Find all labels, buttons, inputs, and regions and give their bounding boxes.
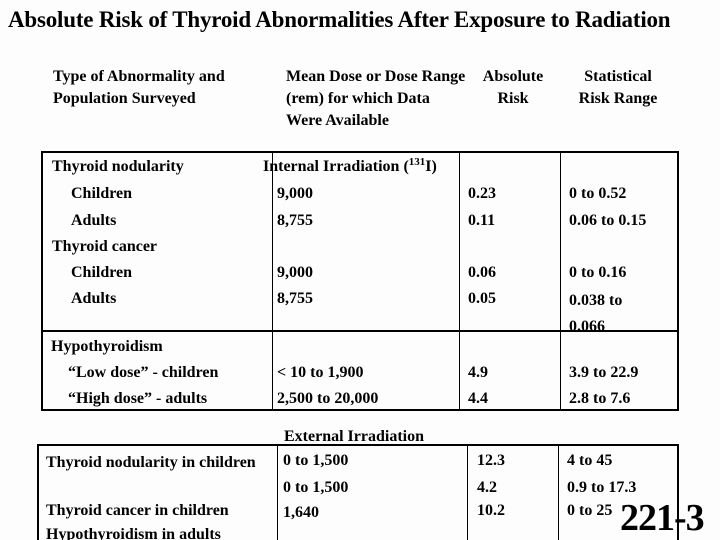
page-title: Absolute Risk of Thyroid Abnormalities A… (8, 7, 671, 32)
cell-dose: 9,000 (277, 264, 313, 281)
external-irradiation-heading: External Irradiation (284, 428, 424, 445)
row-label: Thyroid cancer in children (46, 502, 229, 519)
row-label: Thyroid nodularity (52, 158, 184, 175)
row-label: Adults (71, 290, 117, 307)
cell-risk: 4.4 (468, 390, 488, 407)
slide-page-number: 221-3 (620, 497, 705, 539)
internal-table-border (41, 151, 679, 411)
row-label: Hypothyroidism in adults (46, 526, 221, 540)
row-label: “High dose” - adults (68, 390, 208, 407)
internal-table-section-divider (41, 330, 679, 332)
cell-risk: 0.05 (468, 290, 496, 307)
column-header-statistical-risk-range: Statistical Risk Range (578, 68, 658, 107)
row-label: Children (71, 264, 133, 281)
internal-table-divider-2 (459, 151, 460, 411)
cell-dose: < 10 to 1,900 (277, 364, 364, 381)
cell-risk: 0.06 (468, 264, 496, 281)
internal-heading-suffix: I) (425, 158, 437, 175)
internal-irradiation-heading: Internal Irradiation (131I) (263, 156, 437, 179)
cell-risk: 4.2 (477, 479, 497, 496)
column-header-dose: Mean Dose or Dose Range (rem) for which … (286, 68, 466, 129)
column-header-absolute-risk: Absolute Risk (482, 68, 544, 107)
cell-range: 4 to 45 (567, 452, 613, 469)
cell-dose: 0 to 1,500 (283, 479, 349, 496)
cell-risk: 4.9 (468, 364, 488, 381)
cell-dose: 2,500 to 20,000 (277, 390, 379, 407)
cell-risk: 12.3 (477, 452, 505, 469)
cell-risk: 10.2 (477, 502, 505, 519)
external-table-divider-1 (277, 444, 278, 540)
row-label: Hypothyroidism (51, 338, 163, 355)
cell-dose: 9,000 (277, 185, 313, 202)
row-label: Children (71, 185, 133, 202)
cell-range: 0 to 0.52 (569, 185, 627, 202)
internal-table-divider-1 (272, 151, 273, 411)
row-label: Thyroid cancer (52, 238, 158, 255)
cell-range: 2.8 to 7.6 (569, 390, 631, 407)
cell-dose: 1,640 (283, 504, 319, 521)
row-label: “Low dose” - children (68, 364, 219, 381)
cell-range: 3.9 to 22.9 (569, 364, 639, 381)
internal-table-divider-3 (560, 151, 561, 411)
cell-dose: 8,755 (277, 290, 313, 307)
cell-dose: 8,755 (277, 212, 313, 229)
column-header-abnormality: Type of Abnormality and Population Surve… (53, 68, 225, 107)
cell-range: 0.038 to 0.066 (569, 292, 623, 335)
row-label: Thyroid nodularity in children (46, 454, 256, 471)
cell-risk: 0.23 (468, 185, 496, 202)
external-table-divider-2 (467, 444, 468, 540)
cell-range: 0 to 0.16 (569, 264, 627, 281)
row-label: Adults (71, 212, 117, 229)
cell-range: 0.06 to 0.15 (569, 212, 647, 229)
external-table-divider-3 (558, 444, 559, 540)
cell-range: 0 to 25 (567, 502, 613, 519)
internal-heading-prefix: Internal Irradiation ( (263, 158, 409, 175)
cell-risk: 0.11 (468, 212, 496, 229)
external-table-border (37, 444, 679, 540)
cell-range: 0.9 to 17.3 (567, 479, 637, 496)
isotope-superscript: 131 (408, 156, 426, 168)
cell-dose: 0 to 1,500 (283, 452, 349, 469)
